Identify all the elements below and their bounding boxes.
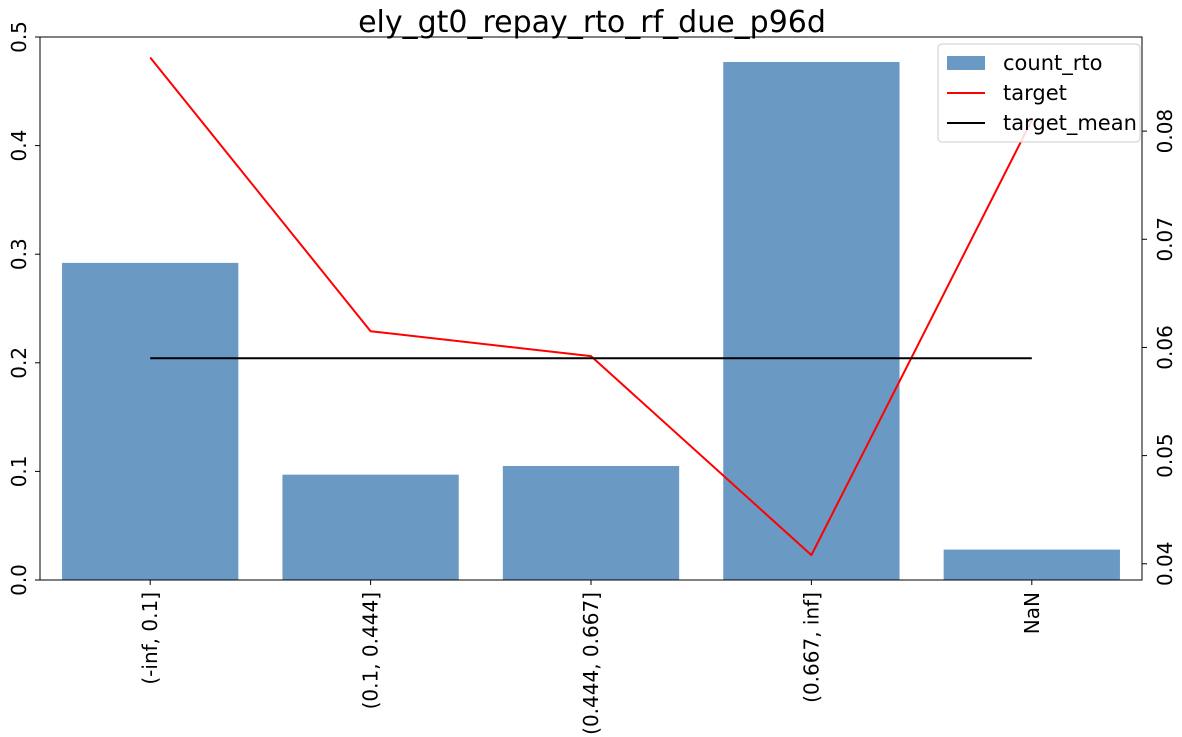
lines bbox=[149, 56, 1033, 557]
x-tick-label-4: NaN bbox=[1020, 592, 1044, 634]
bar-count_rto-4 bbox=[943, 549, 1120, 580]
legend-swatch-count_rto bbox=[947, 56, 985, 70]
bars bbox=[62, 61, 1120, 580]
legend-label-target_mean: target_mean bbox=[1003, 111, 1137, 136]
chart-title: ely_gt0_repay_rto_rf_due_p96d bbox=[358, 5, 826, 40]
legend-label-target: target bbox=[1003, 81, 1067, 105]
right-axis: 0.04 0.05 0.06 0.07 0.08 bbox=[1142, 109, 1177, 586]
left-axis: 0.0 0.1 0.2 0.3 0.4 0.5 bbox=[7, 21, 40, 596]
bar-count_rto-1 bbox=[282, 474, 459, 580]
left-tick-label-2: 0.2 bbox=[7, 347, 31, 379]
legend-box bbox=[937, 43, 1141, 143]
right-tick-label-3: 0.07 bbox=[1153, 217, 1177, 262]
left-tick-label-3: 0.3 bbox=[7, 238, 31, 270]
left-tick-label-5: 0.5 bbox=[7, 21, 31, 53]
plot-area bbox=[39, 36, 1143, 581]
left-tick-label-0: 0.0 bbox=[7, 564, 31, 596]
x-tick-label-2: (0.444, 0.667] bbox=[579, 592, 603, 735]
bar-count_rto-2 bbox=[502, 465, 680, 580]
bar-count_rto-3 bbox=[723, 61, 900, 580]
x-axis: (-inf, 0.1] (0.1, 0.444] (0.444, 0.667] (0.… bbox=[138, 580, 1044, 735]
legend-label-count_rto: count_rto bbox=[1003, 51, 1102, 76]
right-tick-label-4: 0.08 bbox=[1153, 109, 1177, 154]
x-tick-label-3: (0.667, inf] bbox=[799, 592, 823, 703]
right-tick-label-2: 0.06 bbox=[1153, 325, 1177, 370]
x-tick-label-0: (-inf, 0.1] bbox=[138, 592, 162, 685]
x-tick-label-1: (0.1, 0.444] bbox=[359, 592, 383, 709]
left-tick-label-1: 0.1 bbox=[7, 455, 31, 487]
right-tick-label-0: 0.04 bbox=[1153, 542, 1177, 587]
bar-count_rto-0 bbox=[62, 262, 239, 580]
left-tick-label-4: 0.4 bbox=[7, 130, 31, 162]
line-target bbox=[149, 56, 1033, 557]
right-tick-label-1: 0.05 bbox=[1153, 433, 1177, 478]
